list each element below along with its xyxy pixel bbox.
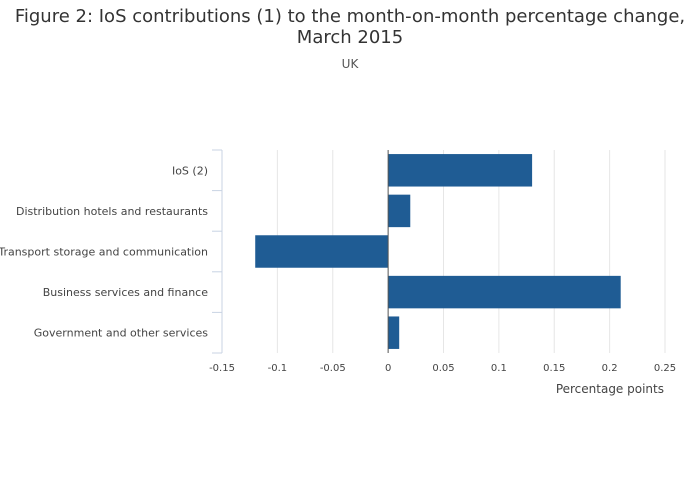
bar — [388, 154, 533, 187]
x-tick-label: 0.05 — [432, 363, 454, 374]
x-tick-label: -0.1 — [268, 363, 288, 374]
bars — [255, 154, 621, 349]
bar — [388, 275, 621, 309]
chart-title: Figure 2: IoS contributions (1) to the m… — [0, 6, 700, 48]
category-axis: IoS (2) Distribution hotels and restauran… — [0, 149, 223, 354]
bar — [255, 235, 389, 268]
x-tick-label: 0.1 — [491, 363, 507, 374]
x-tick-label: -0.05 — [320, 363, 346, 374]
bar — [388, 316, 400, 349]
bar — [388, 194, 411, 228]
chart-title-line-1: Figure 2: IoS contributions (1) to the m… — [14, 6, 686, 27]
category-label: Business services and finance — [43, 286, 208, 299]
x-tick-labels: -0.15 -0.1 -0.05 0 0.05 0.1 0.15 0.2 0.25 — [209, 363, 676, 374]
x-tick-label: 0.25 — [654, 363, 676, 374]
chart-subtitle: UK — [341, 57, 359, 71]
x-tick-label: 0.2 — [602, 363, 618, 374]
x-tick-label: 0 — [385, 363, 391, 374]
x-tick-label: 0.15 — [543, 363, 565, 374]
category-label: IoS (2) — [172, 164, 208, 177]
category-label: Transport storage and communication — [0, 246, 208, 259]
x-tick-label: -0.15 — [209, 363, 235, 374]
chart-title-line-2: March 2015 — [296, 27, 404, 48]
category-label: Government and other services — [34, 327, 208, 340]
x-axis-title: Percentage points — [556, 382, 664, 396]
category-label: Distribution hotels and restaurants — [16, 205, 208, 218]
